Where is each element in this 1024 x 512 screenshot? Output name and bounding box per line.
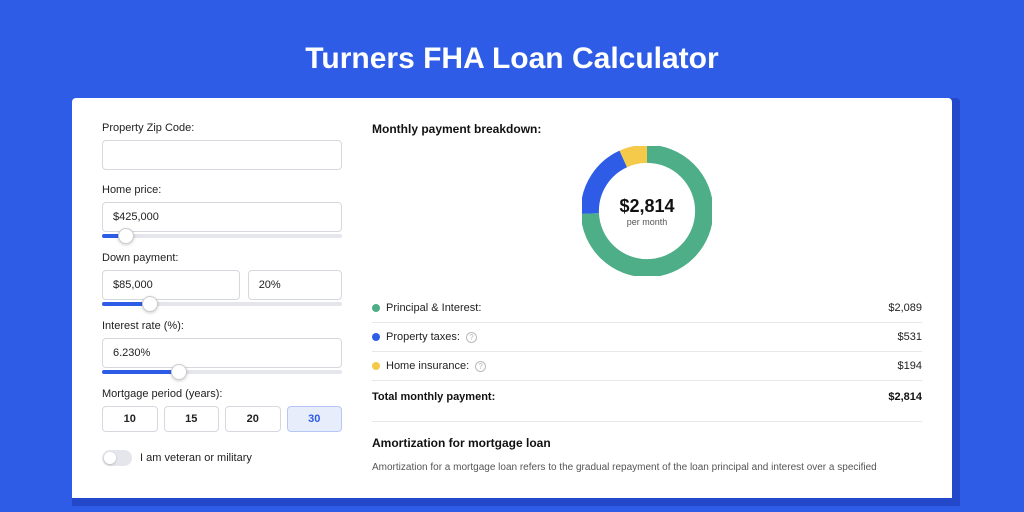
breakdown-label: Home insurance: — [386, 360, 469, 372]
price-slider-thumb[interactable] — [118, 228, 134, 244]
down-field-group: Down payment: — [102, 252, 342, 306]
rate-field-group: Interest rate (%): — [102, 320, 342, 374]
breakdown-label: Principal & Interest: — [386, 302, 481, 314]
rate-slider[interactable] — [102, 370, 342, 374]
period-option-10[interactable]: 10 — [102, 406, 158, 432]
down-slider-thumb[interactable] — [142, 296, 158, 312]
price-input[interactable] — [102, 202, 342, 232]
zip-label: Property Zip Code: — [102, 122, 342, 134]
rate-label: Interest rate (%): — [102, 320, 342, 332]
breakdown-label: Property taxes: — [386, 331, 460, 343]
info-icon[interactable]: ? — [475, 361, 486, 372]
breakdown-value: $194 — [898, 360, 922, 372]
amort-heading: Amortization for mortgage loan — [372, 436, 922, 450]
total-label: Total monthly payment: — [372, 391, 495, 403]
period-label: Mortgage period (years): — [102, 388, 342, 400]
legend-dot — [372, 333, 380, 341]
down-label: Down payment: — [102, 252, 342, 264]
breakdown-heading: Monthly payment breakdown: — [372, 122, 922, 136]
rate-slider-thumb[interactable] — [171, 364, 187, 380]
breakdown-column: Monthly payment breakdown: $2,814 per mo… — [372, 122, 922, 498]
period-option-30[interactable]: 30 — [287, 406, 343, 432]
breakdown-row: Principal & Interest: $2,089 — [372, 294, 922, 322]
zip-field-group: Property Zip Code: — [102, 122, 342, 170]
amort-text: Amortization for a mortgage loan refers … — [372, 460, 922, 475]
price-field-group: Home price: — [102, 184, 342, 238]
price-label: Home price: — [102, 184, 342, 196]
down-amount-input[interactable] — [102, 270, 240, 300]
amortization-block: Amortization for mortgage loan Amortizat… — [372, 421, 922, 475]
down-slider[interactable] — [102, 302, 342, 306]
breakdown-value: $531 — [898, 331, 922, 343]
breakdown-row: Home insurance:? $194 — [372, 351, 922, 380]
donut-chart-wrap: $2,814 per month — [372, 146, 922, 276]
donut-chart: $2,814 per month — [582, 146, 712, 276]
rate-input[interactable] — [102, 338, 342, 368]
period-field-group: Mortgage period (years): 10152030 — [102, 388, 342, 432]
veteran-label: I am veteran or military — [140, 452, 252, 464]
info-icon[interactable]: ? — [466, 332, 477, 343]
breakdown-row: Property taxes:? $531 — [372, 322, 922, 351]
period-options: 10152030 — [102, 406, 342, 432]
veteran-toggle-row: I am veteran or military — [102, 450, 342, 466]
donut-center: $2,814 per month — [582, 146, 712, 276]
down-percent-input[interactable] — [248, 270, 342, 300]
donut-sub: per month — [627, 217, 668, 227]
form-column: Property Zip Code: Home price: Down paym… — [102, 122, 342, 498]
calculator-card: Property Zip Code: Home price: Down paym… — [72, 98, 952, 498]
toggle-knob — [104, 452, 116, 464]
breakdown-value: $2,089 — [888, 302, 922, 314]
veteran-toggle[interactable] — [102, 450, 132, 466]
period-option-20[interactable]: 20 — [225, 406, 281, 432]
page-title: Turners FHA Loan Calculator — [0, 0, 1024, 98]
total-value: $2,814 — [888, 391, 922, 403]
legend-dot — [372, 362, 380, 370]
period-option-15[interactable]: 15 — [164, 406, 220, 432]
zip-input[interactable] — [102, 140, 342, 170]
price-slider[interactable] — [102, 234, 342, 238]
total-row: Total monthly payment: $2,814 — [372, 381, 922, 417]
legend-dot — [372, 304, 380, 312]
donut-value: $2,814 — [619, 196, 674, 217]
